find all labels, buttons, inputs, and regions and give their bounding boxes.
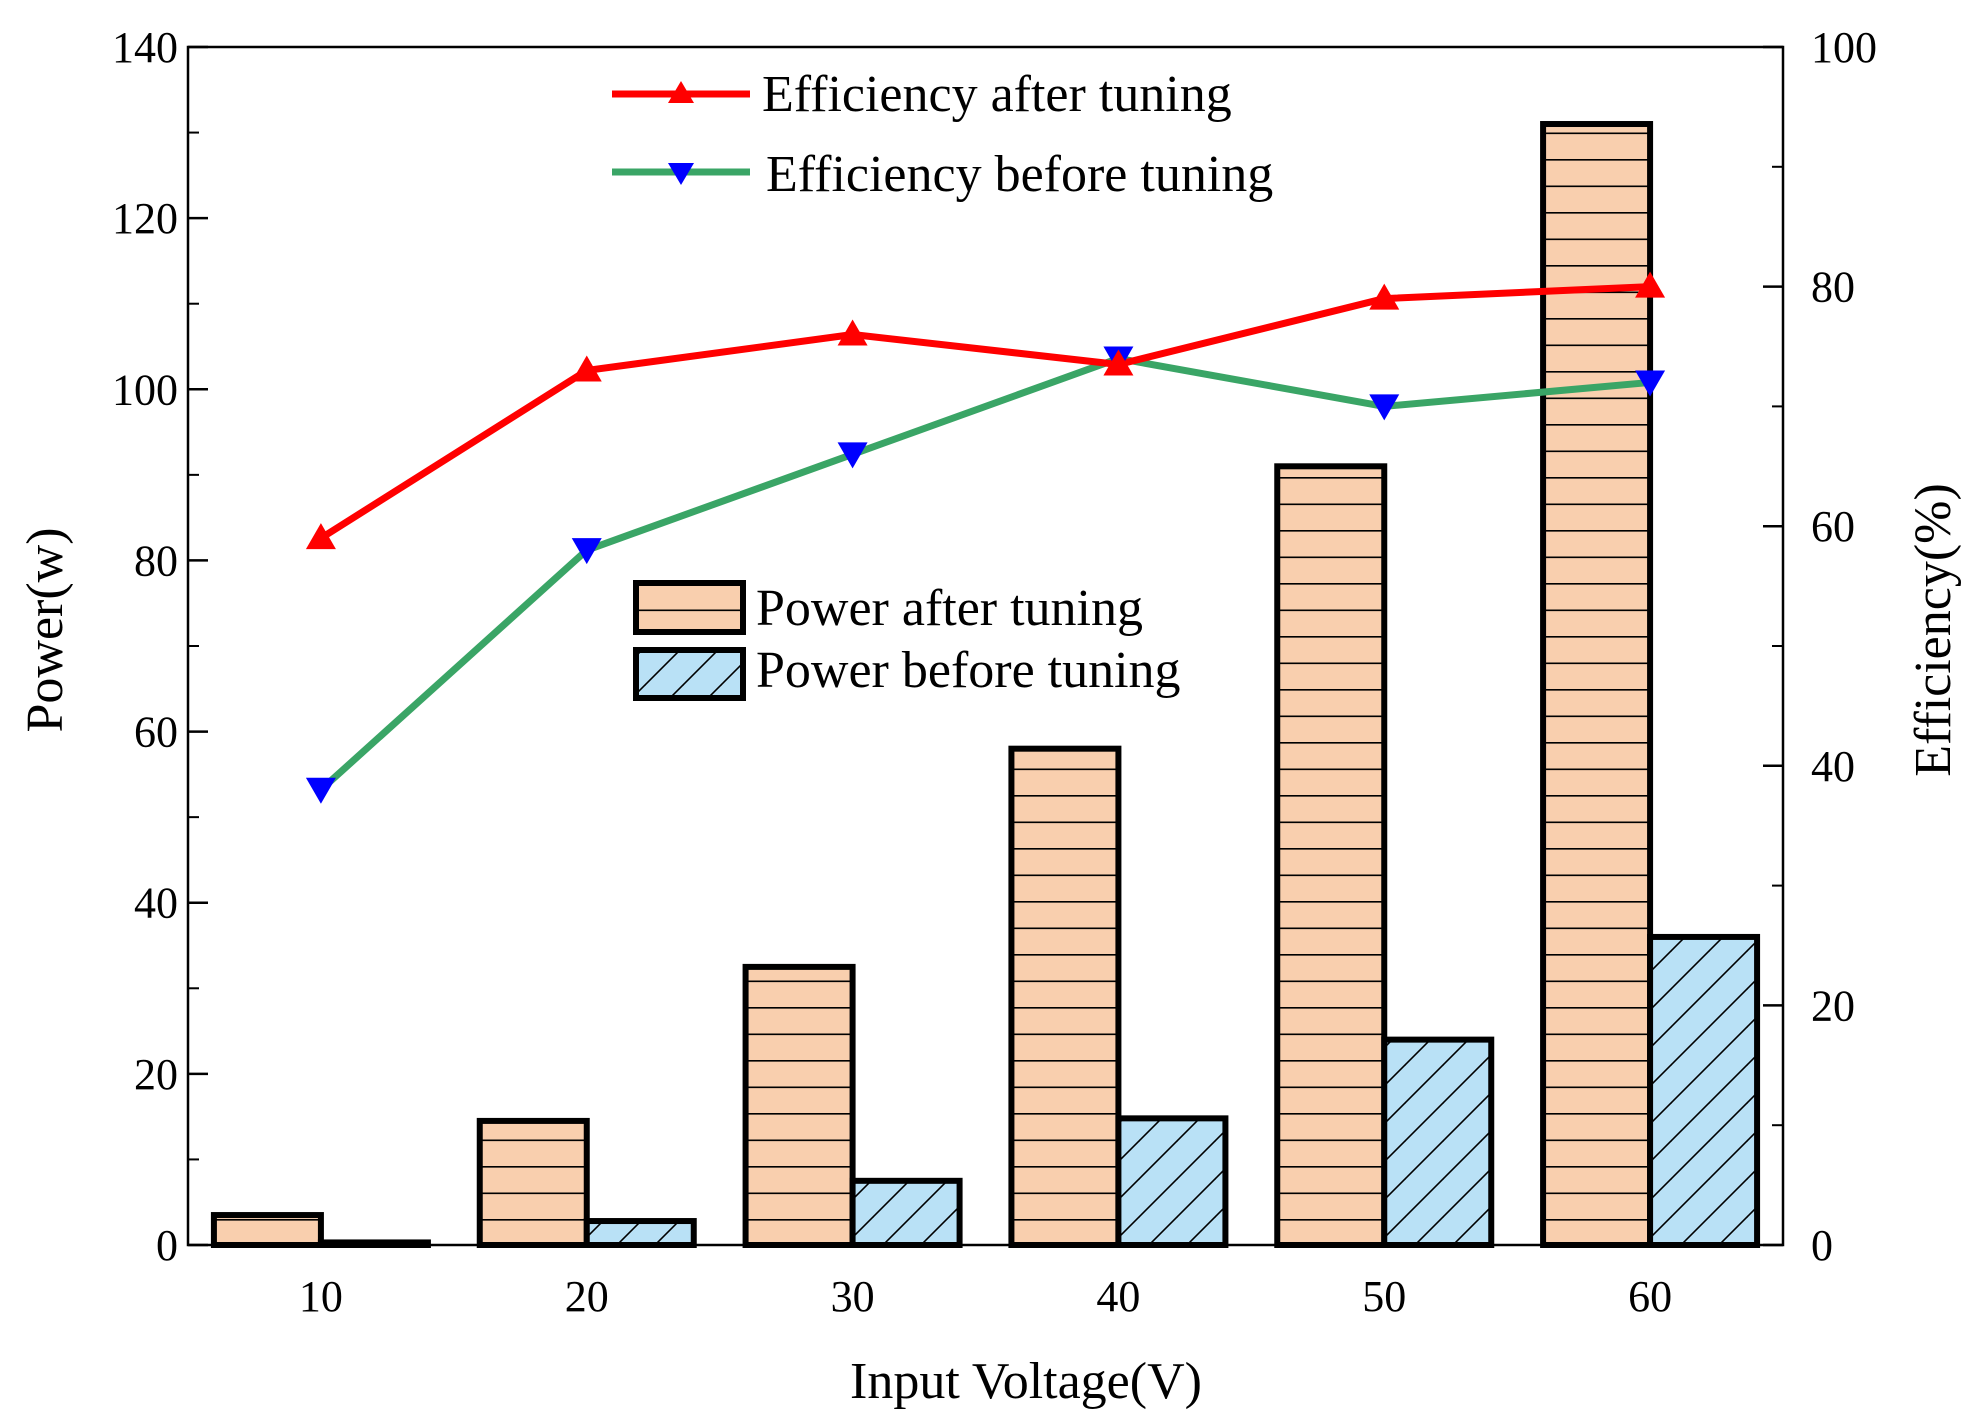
bar-power-before-60 <box>1647 933 1761 1248</box>
marker-eff-after-40 <box>1103 349 1134 376</box>
line-efficiency-before-tuning <box>318 354 1651 793</box>
x-tick-label-20: 20 <box>565 1272 609 1321</box>
x-tick-label-60: 60 <box>1628 1272 1672 1321</box>
left-tick-label-40: 40 <box>134 879 178 928</box>
left-tick-label-100: 100 <box>112 365 178 414</box>
y2-axis-label: Efficiency(%) <box>1905 483 1962 777</box>
right-tick-label-80: 80 <box>1811 263 1855 312</box>
marker-eff-before-10 <box>305 777 336 804</box>
x-tick-label-30: 30 <box>831 1272 875 1321</box>
legend-bars: Power after tuning Power before tuning <box>633 580 1181 701</box>
marker-eff-before-50 <box>1369 394 1400 421</box>
legend-lines: Efficiency after tuning Efficiency befor… <box>612 66 1273 203</box>
line-efficiency-after-tuning <box>319 283 1651 542</box>
marker-eff-after-50 <box>1369 283 1400 310</box>
left-tick-label-20: 20 <box>134 1050 178 1099</box>
y-axis-label: Power(w) <box>17 527 74 732</box>
x-tick-label-10: 10 <box>299 1272 343 1321</box>
legend-eff-after-marker <box>668 81 694 103</box>
legend-power-before-label: Power before tuning <box>756 642 1181 699</box>
legend-power-after-swatch <box>633 580 746 635</box>
bar-power-before-50 <box>1381 1036 1495 1248</box>
bar-power-after-40 <box>1008 745 1122 1249</box>
left-tick-label-60: 60 <box>134 708 178 757</box>
bar-power-after-10 <box>210 1212 324 1249</box>
marker-eff-before-30 <box>837 442 868 469</box>
right-axis-ticks: 0 20 40 60 80 100 <box>1763 23 1877 1270</box>
left-tick-label-120: 120 <box>112 194 178 243</box>
x-axis-label: Input Voltage(V) <box>850 1353 1202 1410</box>
left-axis-ticks: 0 20 40 60 80 100 120 140 <box>112 23 208 1270</box>
legend-eff-after-label: Efficiency after tuning <box>762 66 1232 123</box>
bar-power-after-30 <box>742 963 856 1249</box>
marker-eff-before-60 <box>1635 370 1666 397</box>
bar-power-before-40 <box>1115 1115 1229 1248</box>
marker-eff-after-30 <box>837 319 868 346</box>
left-tick-label-0: 0 <box>156 1221 178 1270</box>
left-tick-label-80: 80 <box>134 536 178 585</box>
legend-power-after-label: Power after tuning <box>756 580 1143 637</box>
right-tick-label-40: 40 <box>1811 742 1855 791</box>
legend-eff-before-label: Efficiency before tuning <box>766 146 1273 203</box>
right-tick-label-60: 60 <box>1811 502 1855 551</box>
bar-power-before-20 <box>583 1218 697 1249</box>
x-tick-label-50: 50 <box>1362 1272 1406 1321</box>
marker-eff-before-20 <box>571 538 602 565</box>
left-tick-label-140: 140 <box>112 23 178 72</box>
right-tick-label-100: 100 <box>1811 23 1877 72</box>
marker-eff-after-10 <box>305 523 336 550</box>
right-tick-label-20: 20 <box>1811 981 1855 1030</box>
x-axis-ticks: 10 20 30 40 50 60 <box>299 1272 1672 1321</box>
bar-power-after-20 <box>476 1117 590 1248</box>
legend-eff-before-marker <box>668 163 694 185</box>
bars-layer <box>210 121 1761 1249</box>
bar-power-before-30 <box>849 1177 963 1248</box>
bar-power-after-60 <box>1540 121 1654 1248</box>
marker-eff-after-60 <box>1635 271 1666 298</box>
right-tick-label-0: 0 <box>1811 1221 1833 1270</box>
x-tick-label-40: 40 <box>1096 1272 1140 1321</box>
marker-eff-after-20 <box>571 355 602 382</box>
lines-layer <box>305 271 1666 804</box>
bar-power-after-50 <box>1274 463 1388 1248</box>
legend-power-before-swatch <box>633 647 746 701</box>
